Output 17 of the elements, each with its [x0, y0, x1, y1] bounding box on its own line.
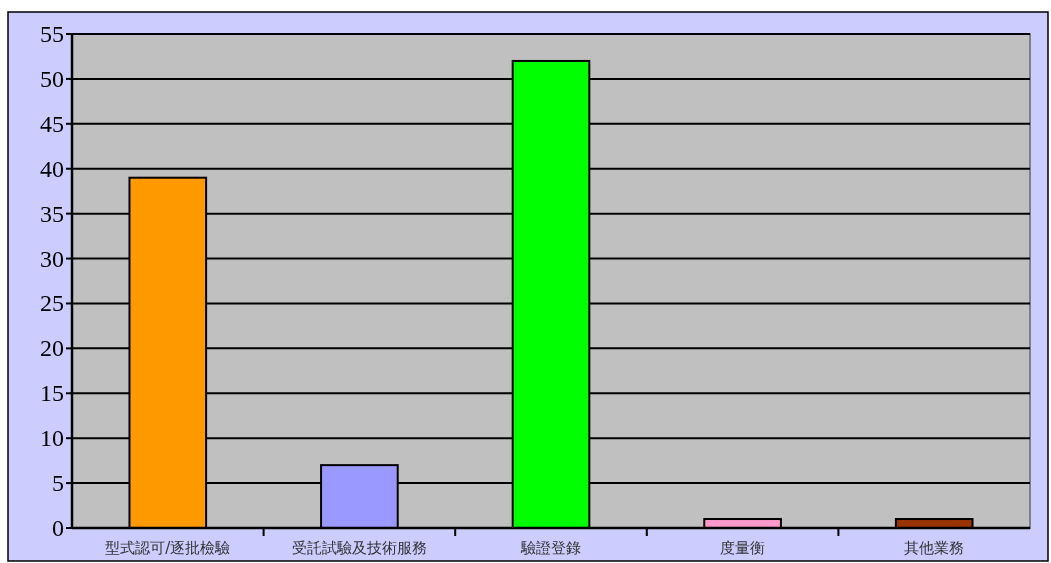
y-tick-label: 15: [40, 380, 64, 407]
y-tick-label: 5: [52, 470, 64, 497]
x-tick-label: 其他業務: [904, 539, 965, 557]
x-tick-label: 驗證登錄: [520, 539, 581, 557]
y-tick-label: 50: [40, 65, 64, 92]
y-tick-label: 25: [40, 290, 64, 317]
x-tick-label: 型式認可/逐批檢驗: [105, 539, 231, 557]
x-tick-label: 受託試驗及技術服務: [291, 539, 427, 557]
y-tick-label: 55: [40, 21, 64, 47]
y-tick-label: 35: [40, 200, 64, 227]
y-tick-label: 45: [40, 110, 64, 137]
y-tick-label: 40: [40, 155, 64, 182]
y-tick-label: 30: [40, 245, 64, 272]
y-tick-label: 0: [52, 515, 64, 541]
x-tick-label: 度量衡: [720, 539, 766, 557]
y-tick-label: 10: [40, 425, 64, 452]
y-tick-label: 20: [40, 335, 64, 362]
